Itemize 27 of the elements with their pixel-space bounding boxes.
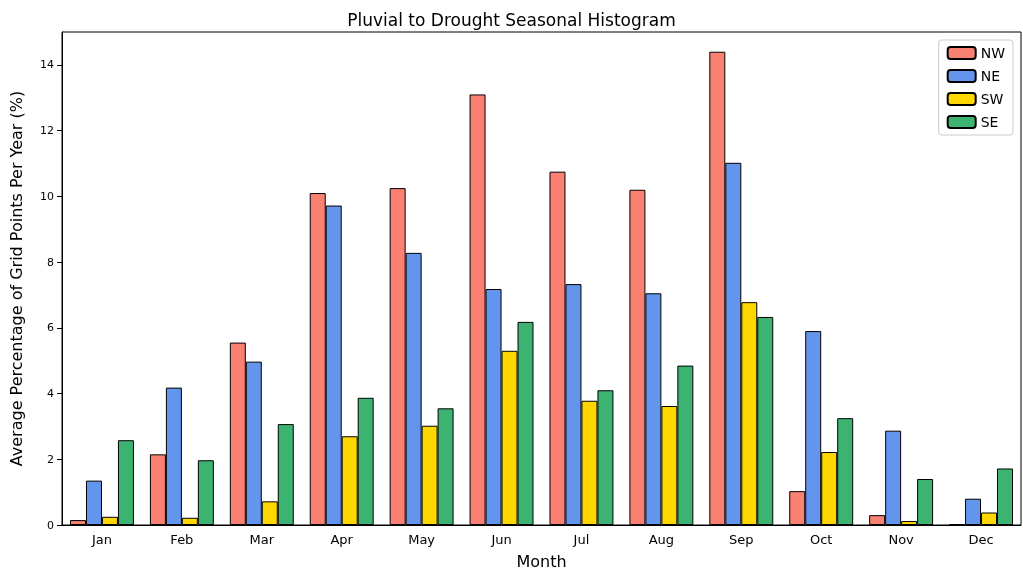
x-tick-label: Jul (572, 532, 590, 547)
legend-label: SW (980, 91, 1004, 107)
legend-label: NW (980, 45, 1006, 61)
y-tick-label: 0 (47, 518, 54, 532)
x-tick-label: Mar (249, 532, 275, 547)
y-tick-label: 4 (47, 387, 54, 401)
x-tick-label: Oct (809, 532, 833, 547)
y-tick-label: 6 (47, 321, 54, 335)
y-tick-label: 2 (47, 452, 54, 466)
x-tick-label: Sep (729, 532, 754, 547)
y-axis-title: Average Percentage of Grid Points Per Year (%) (6, 90, 26, 467)
legend-label: NE (980, 68, 1001, 84)
y-tick-label: 14 (40, 58, 54, 72)
x-tick-label: May (408, 532, 436, 547)
y-tick-label: 12 (40, 124, 54, 138)
x-tick-label: Aug (648, 532, 675, 547)
x-tick-label: Feb (170, 532, 194, 547)
x-tick-label: Dec (968, 532, 994, 547)
y-tick-label: 8 (47, 255, 54, 269)
legend-label: SE (980, 114, 999, 130)
y-tick-label: 10 (40, 189, 54, 203)
x-tick-label: Apr (330, 532, 354, 547)
x-tick-label: Jan (90, 532, 112, 547)
x-axis-title: Month (516, 551, 567, 571)
chart-title: Pluvial to Drought Seasonal Histogram (347, 9, 676, 30)
x-tick-label: Nov (888, 532, 915, 547)
x-tick-label: Jun (490, 532, 512, 547)
